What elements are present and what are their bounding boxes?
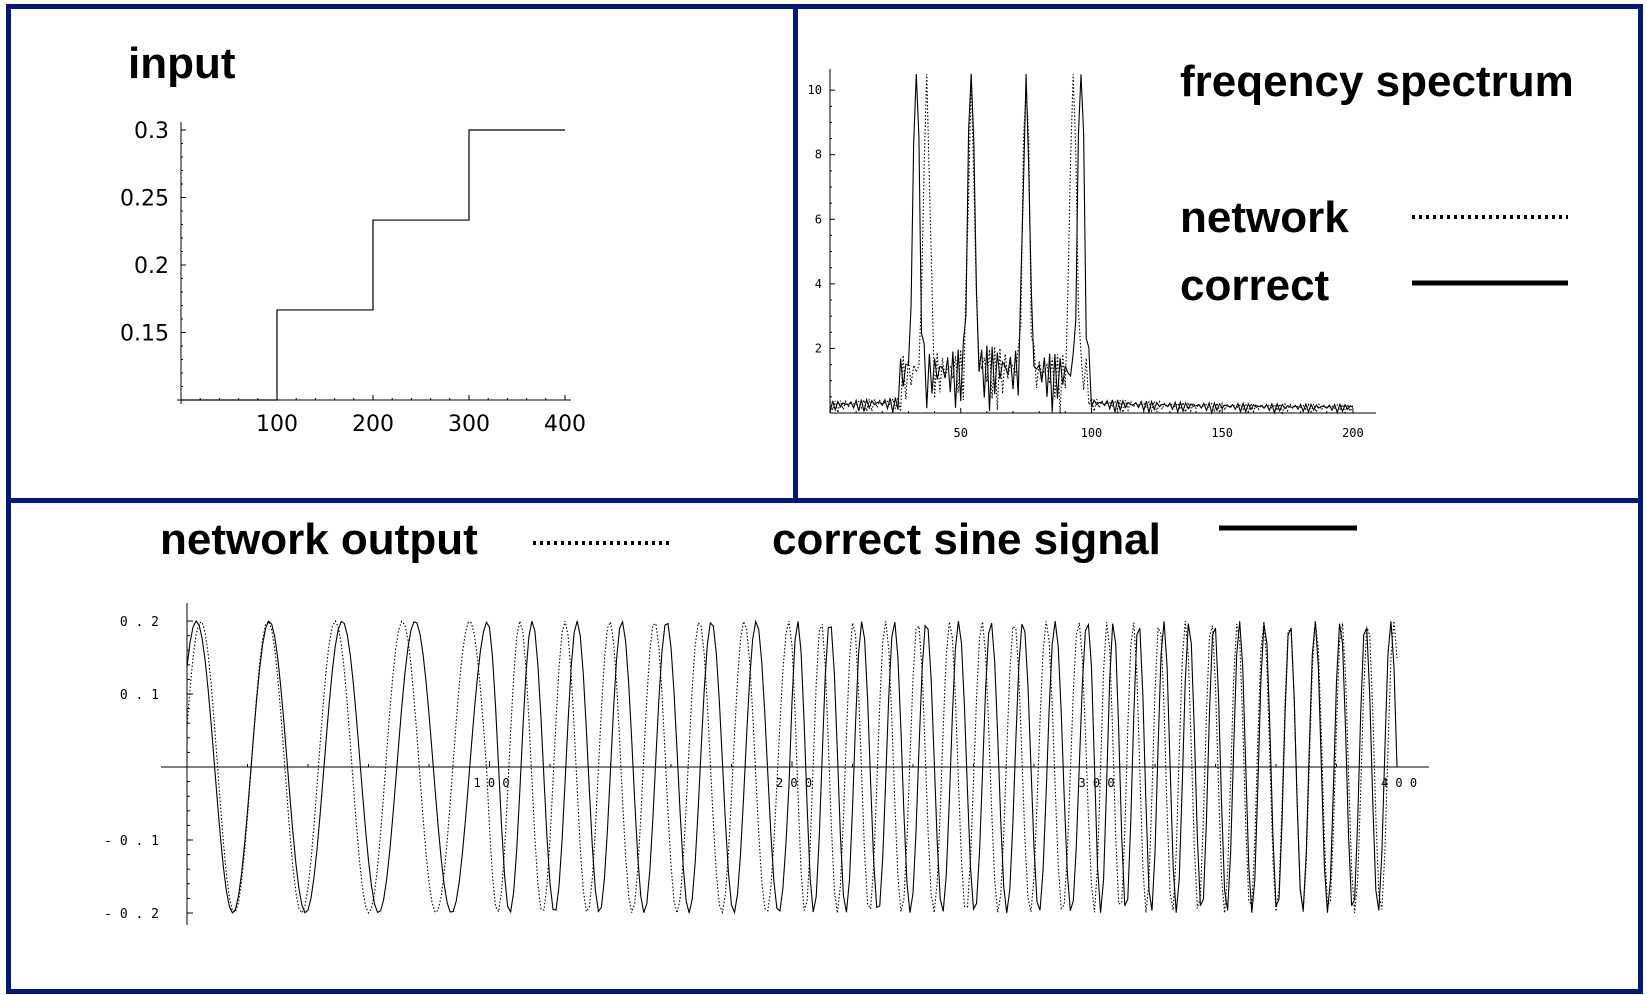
spectrum-y-tick-label: 2 <box>815 341 822 355</box>
spectrum-chart-title: freqency spectrum <box>1180 57 1574 106</box>
spectrum-chart-panel: freqency spectrum network correct 50 100 1… <box>793 4 1643 504</box>
output-correct-sine-series <box>186 619 1398 915</box>
output-y-tick-label: - 0 . 2 <box>104 907 159 922</box>
spectrum-x-tick-label: 150 <box>1211 426 1233 440</box>
input-y-tick-label: 0.25 <box>120 187 169 212</box>
spectrum-y-tick-label: 8 <box>815 148 822 162</box>
input-y-tick-label: 0.2 <box>134 254 169 279</box>
input-chart-title: input <box>128 39 236 88</box>
input-step-series <box>181 129 565 401</box>
spectrum-chart-svg: 50 100 150 200 2 4 6 8 10 <box>808 69 1568 440</box>
input-chart-svg: 100 200 300 400 0.3 0.25 0.2 0.15 <box>120 119 586 437</box>
input-x-tick-label: 400 <box>544 412 586 437</box>
input-x-tick-label: 200 <box>352 412 394 437</box>
output-chart-panel: network output correct sine signal 1 0 0… <box>6 498 1643 994</box>
input-y-tick-label: 0.15 <box>120 322 169 347</box>
output-x-tick-label: 4 0 0 <box>1381 776 1417 790</box>
output-chart-svg: 1 0 0 2 0 0 3 0 0 4 0 0 0 . 2 0 . 1 - 0 . 1 - 0… <box>104 525 1429 925</box>
output-y-tick-label: 0 . 2 <box>120 615 159 630</box>
spectrum-y-tick-label: 10 <box>808 83 822 97</box>
spectrum-x-tick-label: 50 <box>954 426 968 440</box>
input-x-tick-label: 100 <box>256 412 298 437</box>
spectrum-x-tick-label: 200 <box>1342 426 1364 440</box>
spectrum-y-tick-label: 4 <box>815 277 822 291</box>
spectrum-network-series <box>829 73 1354 415</box>
output-y-tick-label: - 0 . 1 <box>104 834 159 849</box>
legend-network-label: network <box>1180 193 1349 242</box>
legend-correct-label: correct <box>1180 261 1330 310</box>
legend-correct-sine-label: correct sine signal <box>772 515 1161 564</box>
legend-network-output-label: network output <box>160 515 478 564</box>
spectrum-correct-series <box>829 73 1354 416</box>
input-y-tick-label: 0.3 <box>134 119 169 144</box>
output-y-tick-label: 0 . 1 <box>120 688 159 703</box>
spectrum-x-tick-label: 100 <box>1081 426 1103 440</box>
output-x-tick-label: 3 0 0 <box>1078 776 1114 790</box>
output-network-series <box>186 619 1398 915</box>
input-x-tick-label: 300 <box>448 412 490 437</box>
input-chart-panel: input 100 200 300 400 0.3 0.25 0.2 0.15 <box>6 4 799 504</box>
output-x-tick-label: 2 0 0 <box>776 776 812 790</box>
output-x-tick-label: 1 0 0 <box>473 776 509 790</box>
spectrum-y-tick-label: 6 <box>815 212 822 226</box>
